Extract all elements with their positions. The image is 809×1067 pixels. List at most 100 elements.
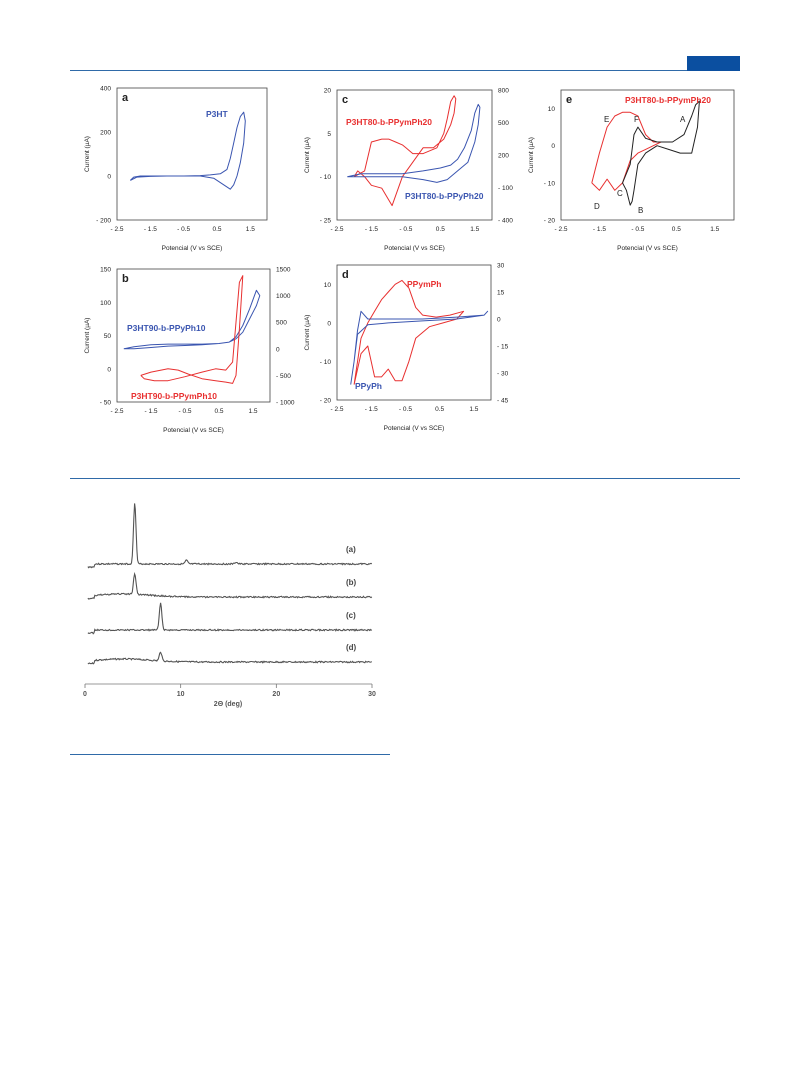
series-line-d-1 [350,310,489,385]
series-line-d-0 [353,279,465,385]
label-p3ht: P3HT [206,109,229,119]
x-tick-label: - 2.5 [330,226,343,233]
y2-tick-label: - 400 [498,218,513,225]
y-tick-label: - 20 [320,398,332,405]
y-axis-label: Current (µA) [304,315,311,351]
x-tick-label: - 1.5 [144,408,157,415]
y-axis-label: Current (µA) [304,137,311,173]
x-tick-label: 0.5 [436,226,445,233]
xrd-trace-1 [87,571,373,600]
xrd-trace-0 [87,503,373,569]
label-d-blue: PPyPh [355,381,382,391]
xrd-x-tick-label: 10 [177,691,185,698]
y2-tick-label: - 500 [276,373,291,380]
x-tick-label: 1.5 [469,406,478,413]
y2-tick-label: - 30 [497,371,509,378]
plot-frame-d [336,264,492,401]
xrd-x-tick-label: 20 [272,691,280,698]
xrd-trace-3 [87,651,373,665]
point-label-E: E [604,115,609,124]
x-axis-label: Potencial (V vs SCE) [384,245,445,252]
y-tick-label: 150 [100,267,111,274]
y-tick-label: 0 [551,143,555,150]
plot-frame-e [560,89,735,221]
y-tick-label: - 10 [320,359,332,366]
x-tick-label: 1.5 [710,226,719,233]
plot-frame-a [116,87,268,221]
y2-tick-label: 0 [276,346,280,353]
point-label-F: F [634,115,639,124]
y2-tick-label: - 100 [498,185,513,192]
x-tick-label: - 1.5 [365,406,378,413]
panel-label-b: b [122,273,129,285]
panel-label-e: e [566,94,572,106]
y-tick-label: - 10 [320,174,332,181]
y-tick-label: 0 [327,320,331,327]
x-axis-label: Potencial (V vs SCE) [163,427,224,434]
y-axis-label: Current (µA) [84,318,91,354]
x-tick-label: 0.5 [214,408,223,415]
y2-tick-label: 500 [276,320,287,327]
x-tick-label: 0.5 [435,406,444,413]
y2-tick-label: 30 [497,263,505,270]
x-tick-label: - 1.5 [593,226,606,233]
label-d-red: PPymPh [407,279,442,289]
label-b-blue: P3HT90-b-PPyPh10 [127,323,206,333]
y-tick-label: 200 [100,130,111,137]
x-tick-label: - 0.5 [177,226,190,233]
y-tick-label: 0 [107,174,111,181]
y-axis-label: Current (µA) [528,137,535,173]
x-tick-label: 1.5 [246,226,255,233]
x-tick-label: 1.5 [248,408,257,415]
y-tick-label: - 200 [96,218,111,225]
x-tick-label: - 1.5 [144,226,157,233]
x-tick-label: - 2.5 [110,408,123,415]
point-label-D: D [594,202,600,211]
y2-tick-label: - 45 [497,398,509,405]
xrd-trace-2 [87,602,373,635]
x-tick-label: - 2.5 [110,226,123,233]
x-tick-label: - 1.5 [365,226,378,233]
x-tick-label: 0.5 [672,226,681,233]
x-tick-label: - 0.5 [631,226,644,233]
series-line-e-1 [622,100,700,206]
x-axis-label: Potencial (V vs SCE) [162,245,223,252]
y-tick-label: - 50 [100,400,112,407]
x-tick-label: 0.5 [212,226,221,233]
label-c-red: P3HT80-b-PPymPh20 [346,117,432,127]
xrd-label-3: (d) [346,643,357,652]
y2-tick-label: 1500 [276,267,291,274]
y-tick-label: 5 [327,131,331,138]
xrd-label-1: (b) [346,578,357,587]
panel-label-d: d [342,269,349,281]
y-tick-label: 50 [104,333,112,340]
point-label-B: B [638,206,643,215]
series-line-a-0 [129,111,246,190]
label-b-red: P3HT90-b-PPymPh10 [131,391,217,401]
x-tick-label: - 0.5 [399,226,412,233]
series-line-b-1 [140,275,244,384]
x-tick-label: - 0.5 [178,408,191,415]
y-tick-label: 100 [100,300,111,307]
x-tick-label: - 2.5 [330,406,343,413]
y2-tick-label: 200 [498,153,509,160]
y-tick-label: 0 [107,366,111,373]
y-tick-label: 20 [324,88,332,95]
label-c-blue: P3HT80-b-PPyPh20 [405,191,484,201]
x-tick-label: - 0.5 [399,406,412,413]
y-tick-label: - 20 [544,218,556,225]
y2-tick-label: 1000 [276,293,291,300]
series-line-c-0 [353,95,457,207]
plot-frame-c [336,89,493,221]
y-tick-label: - 25 [320,218,332,225]
xrd-label-0: (a) [346,545,356,554]
y2-tick-label: 15 [497,290,505,297]
section-rule [70,478,740,479]
panel-label-a: a [122,92,129,104]
point-label-A: A [680,115,686,124]
x-axis-label: Potencial (V vs SCE) [384,425,445,432]
xrd-label-2: (c) [346,611,356,620]
y2-tick-label: 0 [497,317,501,324]
y2-tick-label: 500 [498,120,509,127]
